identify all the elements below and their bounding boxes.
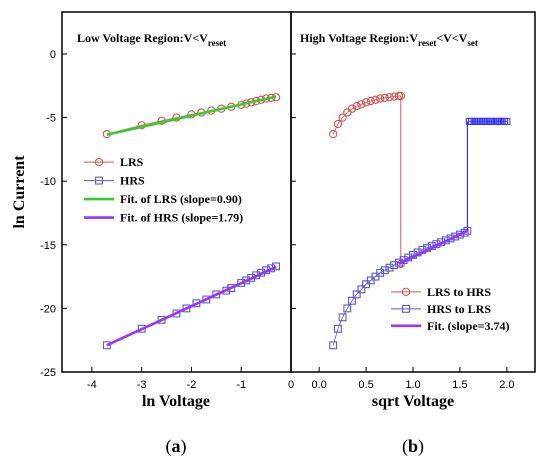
panel-a-chart: Low Voltage Region:V<Vreset -4 -3 -2 -1 00-5… <box>11 11 294 410</box>
legend-label: LRS to HRS <box>427 285 491 299</box>
legend-label: Fit. of LRS (slope=0.90) <box>120 192 242 206</box>
legend-label: HRS to LRS <box>427 302 491 316</box>
circle-point <box>347 104 357 113</box>
square-point <box>333 324 342 333</box>
square-point <box>376 268 385 277</box>
circle-point <box>390 92 399 101</box>
y-tick-label: 0 <box>50 49 56 61</box>
circle-point <box>357 100 366 109</box>
caption-b: (b) <box>402 436 424 457</box>
panel-b-series <box>329 91 511 350</box>
x-tick-label: 0.5 <box>358 379 373 391</box>
square-point <box>157 315 166 324</box>
x-tick-label: 0.0 <box>312 379 327 391</box>
legend-marker <box>401 287 411 297</box>
panel-a-x-axis-label: ln Voltage <box>142 393 210 410</box>
panel-b-chart: High Voltage Region:Vreset<V<Vset 0.0 0.5… <box>290 11 536 410</box>
circle-point <box>338 113 347 122</box>
panel-b-title: High Voltage Region:Vreset<V<Vset <box>300 31 478 48</box>
fit-line <box>398 229 468 266</box>
x-tick-label: 2.0 <box>499 379 514 391</box>
circle-point <box>385 93 394 102</box>
panel-a-axes: -4 -3 -2 -1 00-5-10-15-20-25 <box>40 49 294 391</box>
circle-point <box>352 101 361 111</box>
square-point <box>348 296 356 305</box>
panel-a-series <box>102 93 281 350</box>
legend-marker <box>95 176 103 185</box>
square-point <box>390 261 399 270</box>
circle-point <box>333 119 343 129</box>
x-tick-label: 1.0 <box>405 379 420 391</box>
square-point <box>455 230 464 239</box>
panel-b-x-axis-label: sqrt Voltage <box>372 393 454 410</box>
panel-a-title: Low Voltage Region:V<Vreset <box>77 31 226 48</box>
x-tick-label: -2 <box>187 379 197 391</box>
x-tick-label: -1 <box>236 379 246 391</box>
square-point <box>380 266 389 275</box>
x-tick-label: -4 <box>87 379 97 391</box>
square-point <box>329 341 338 350</box>
circle-point <box>329 129 338 139</box>
circle-point <box>376 94 385 103</box>
square-point <box>357 285 366 294</box>
circle-point <box>380 93 389 103</box>
y-tick-label: -5 <box>46 113 56 125</box>
square-point <box>343 304 352 313</box>
panel-b-axes: 0.0 0.5 1.0 1.5 2.0 <box>291 53 514 391</box>
x-tick-label: -3 <box>137 379 147 391</box>
panel-a-legend: LRS HRS Fit. of LRS (slope=0.90) Fit. of HR… <box>84 155 243 225</box>
square-point <box>385 263 394 272</box>
legend-label: HRS <box>120 174 145 188</box>
panel-b-legend: LRS to HRS HRS to LRS Fit. (slope=3.74) <box>391 285 510 333</box>
y-tick-label: -20 <box>40 303 56 315</box>
legend-label: Fit. of HRS (slope=1.79) <box>120 211 243 225</box>
caption-a: (a) <box>166 436 187 457</box>
square-point <box>182 304 191 313</box>
y-tick-label: -10 <box>40 176 56 188</box>
y-tick-label: -15 <box>40 240 56 252</box>
square-point <box>102 341 111 350</box>
square-point <box>451 232 460 241</box>
legend-label: LRS <box>120 155 144 169</box>
fit-line <box>106 95 277 137</box>
circle-point <box>361 98 371 107</box>
square-point <box>352 290 361 299</box>
square-point <box>503 117 511 125</box>
x-tick-label: 0 <box>288 379 294 391</box>
circle-point <box>366 96 375 106</box>
fit-line <box>106 265 277 347</box>
x-tick-label: 1.5 <box>452 379 467 391</box>
y-axis-label: ln Current <box>11 155 28 229</box>
square-point <box>338 313 347 322</box>
y-tick-label: -25 <box>40 367 56 379</box>
square-point <box>272 262 281 271</box>
legend-marker <box>94 157 104 167</box>
legend-label: Fit. (slope=3.74) <box>427 319 510 333</box>
circle-point <box>371 95 380 104</box>
legend-marker <box>402 304 410 313</box>
